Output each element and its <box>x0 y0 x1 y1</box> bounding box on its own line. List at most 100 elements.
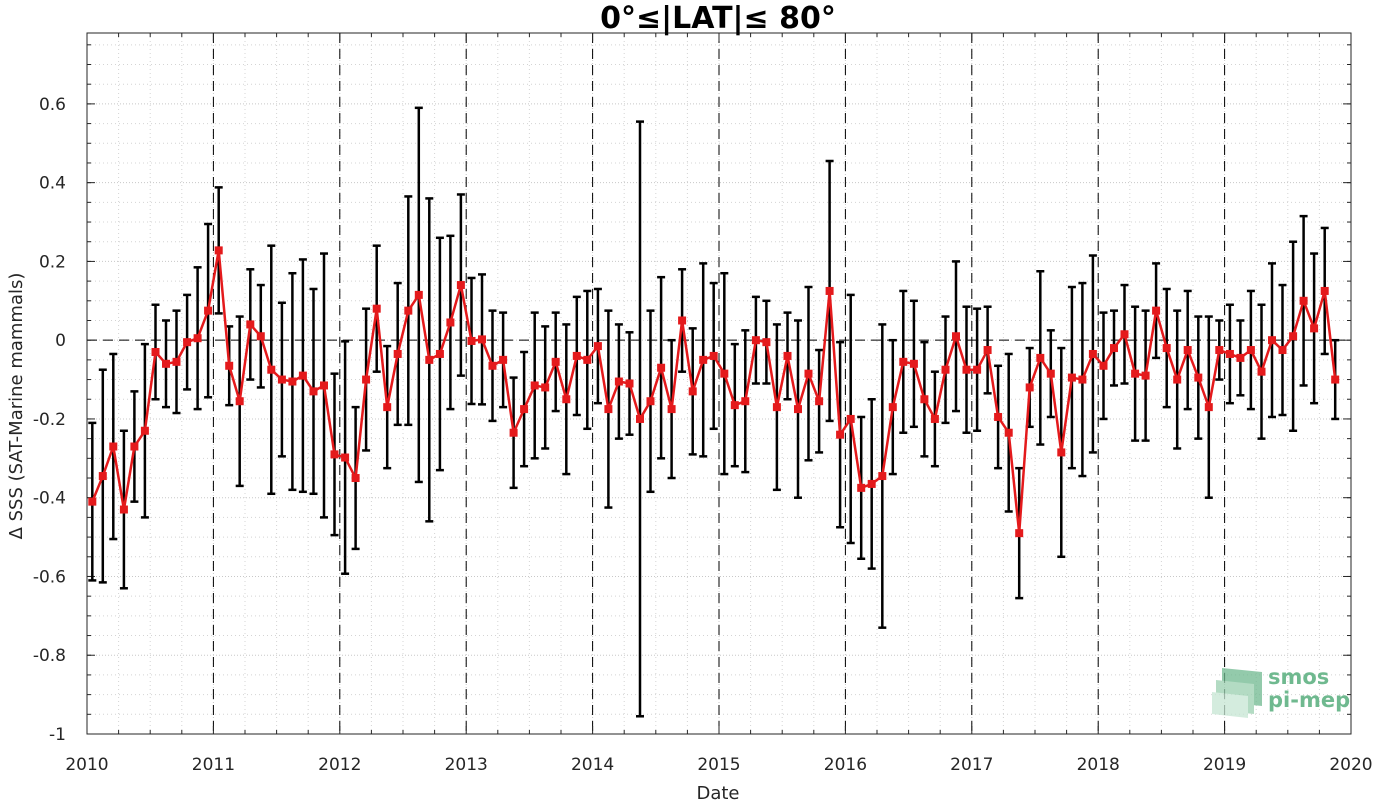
data-point <box>730 401 739 410</box>
data-point <box>1131 369 1140 378</box>
data-point <box>393 349 402 358</box>
data-point <box>1120 330 1129 339</box>
data-point <box>741 397 750 406</box>
data-point <box>888 403 897 412</box>
x-tick-label: 2018 <box>1077 755 1120 775</box>
data-point <box>341 453 350 462</box>
y-tick-label: -0.4 <box>33 489 66 509</box>
data-point <box>225 361 234 370</box>
y-tick-label: -0.8 <box>33 646 66 666</box>
data-point <box>846 414 855 423</box>
data-point <box>1067 373 1076 382</box>
data-point <box>1099 361 1108 370</box>
data-point <box>256 332 265 341</box>
logo-mark-icon <box>1212 668 1262 718</box>
data-point <box>1025 383 1034 392</box>
y-tick-label: 0.4 <box>39 174 66 194</box>
data-point <box>520 405 529 414</box>
tick-labels: 2010 2011 2012 2013 2014 2015 2016 2017 2018 2019… <box>33 95 1373 775</box>
data-point <box>667 405 676 414</box>
data-point <box>1310 324 1319 333</box>
data-point <box>572 351 581 360</box>
logo-line1: smos <box>1268 665 1329 689</box>
data-point <box>1299 296 1308 305</box>
data-point <box>899 357 908 366</box>
data-point <box>130 442 139 451</box>
data-point <box>530 381 539 390</box>
data-point <box>857 483 866 492</box>
data-point <box>246 320 255 329</box>
data-point <box>88 497 97 506</box>
data-point <box>488 361 497 370</box>
data-point <box>794 405 802 414</box>
data-point <box>288 377 297 386</box>
data-point <box>330 450 339 459</box>
data-point <box>1183 346 1192 355</box>
data-point <box>867 479 876 488</box>
data-point <box>825 286 834 295</box>
data-point <box>614 377 623 386</box>
data-point <box>235 397 244 406</box>
data-point <box>499 355 508 364</box>
x-tick-label: 2020 <box>1329 755 1372 775</box>
data-point <box>1078 375 1087 384</box>
y-tick-label: 0 <box>55 331 66 351</box>
data-point <box>214 246 223 255</box>
smos-pimep-logo: smos pi-mep <box>1212 665 1350 718</box>
data-point <box>1057 448 1066 457</box>
data-point <box>1257 367 1266 376</box>
data-point <box>625 379 634 388</box>
data-point <box>994 412 1003 421</box>
data-point <box>1015 529 1024 538</box>
y-tick-label: 0.2 <box>39 252 66 272</box>
data-point <box>657 363 666 372</box>
data-point <box>298 371 307 380</box>
data-point <box>277 375 286 384</box>
data-point <box>562 395 571 404</box>
data-point <box>878 472 887 481</box>
data-point <box>456 281 465 290</box>
data-point <box>362 375 371 384</box>
data-point <box>709 351 718 360</box>
data-point <box>941 365 950 374</box>
data-point <box>1162 344 1171 353</box>
data-point <box>1289 332 1298 341</box>
data-point <box>1331 375 1340 384</box>
data-point <box>162 359 170 368</box>
data-point <box>372 304 381 313</box>
data-point <box>1278 346 1287 355</box>
series <box>88 246 1340 538</box>
data-point <box>109 442 118 451</box>
data-point <box>772 403 781 412</box>
data-point <box>1246 346 1255 355</box>
x-tick-label: 2016 <box>824 755 867 775</box>
data-point <box>151 347 160 356</box>
x-tick-label: 2013 <box>445 755 488 775</box>
y-tick-label: -0.2 <box>33 410 66 430</box>
x-tick-label: 2017 <box>950 755 993 775</box>
data-point <box>593 342 602 351</box>
data-point <box>1320 286 1329 295</box>
data-point <box>351 474 360 483</box>
data-point <box>751 336 760 345</box>
data-point <box>383 403 392 412</box>
y-tick-label: -1 <box>49 725 66 745</box>
data-point <box>320 381 328 390</box>
data-point <box>1141 371 1150 380</box>
data-point <box>1110 344 1118 353</box>
data-point <box>909 359 918 368</box>
data-point <box>1046 369 1055 378</box>
y-axis-label: Δ SSS (SAT-Marine mammals) <box>6 273 27 540</box>
data-point <box>467 336 476 345</box>
x-tick-label: 2010 <box>65 755 108 775</box>
data-point <box>688 387 697 396</box>
data-point <box>583 355 592 364</box>
data-point <box>1088 349 1097 358</box>
data-point <box>551 357 560 366</box>
data-point <box>1236 353 1245 362</box>
data-point <box>1268 336 1276 345</box>
data-point <box>720 369 729 378</box>
data-point <box>172 357 181 366</box>
data-point <box>762 338 771 347</box>
